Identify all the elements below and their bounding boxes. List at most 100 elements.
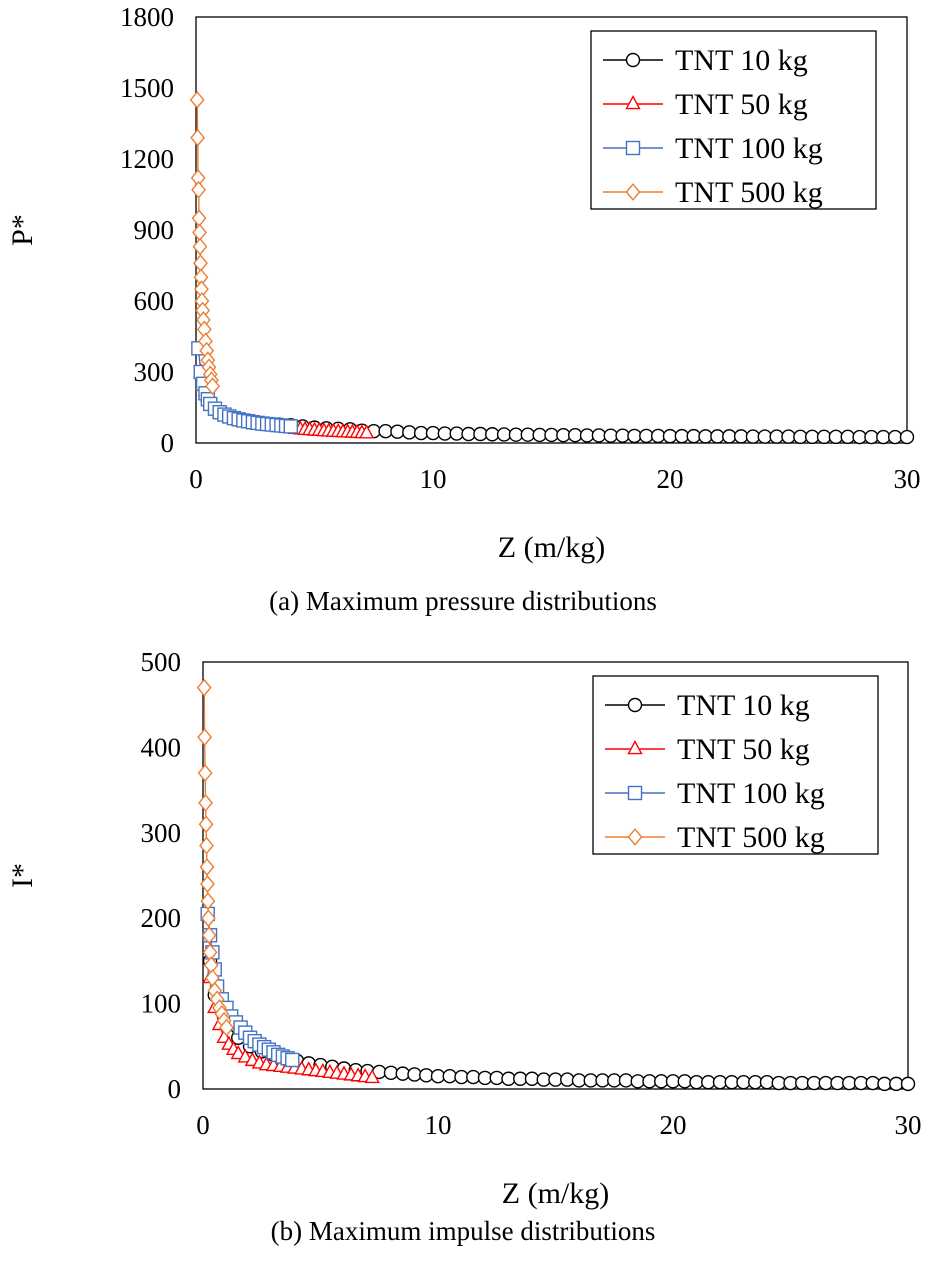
y-tick-label: 400 — [141, 732, 182, 762]
data-point — [889, 1076, 904, 1092]
data-point — [654, 1074, 669, 1089]
legend: TNT 10 kg TNT 50 kg TNT 100 kg TNT 500 kg — [592, 675, 879, 855]
data-point — [191, 209, 207, 228]
y-tick-label: 300 — [141, 818, 182, 848]
data-point — [200, 875, 215, 893]
data-point — [627, 428, 642, 444]
data-point — [192, 223, 207, 242]
data-point — [899, 429, 915, 445]
data-point — [571, 1073, 587, 1088]
x-axis-label: Z (m/kg) — [502, 1177, 609, 1210]
data-point — [556, 427, 571, 443]
data-point — [425, 425, 441, 441]
series-tnt-50-kg — [202, 969, 380, 1084]
chart-a: 0 300 600 900 1200 1500 1800 0 10 20 30 Z (m/kg) P* T… — [0, 0, 926, 630]
legend-marker — [627, 740, 643, 755]
data-point — [603, 428, 618, 443]
y-axis-label: P* — [6, 214, 39, 246]
data-point — [199, 836, 214, 855]
data-point — [865, 1075, 880, 1091]
data-point — [536, 1072, 551, 1087]
chart-b-svg: 0 100 200 300 400 500 0 10 20 30 Z (m/kg) I* TNT 10 … — [6, 647, 922, 1210]
y-tick-label: 600 — [134, 286, 175, 316]
data-point — [579, 428, 595, 443]
data-point — [197, 728, 213, 747]
x-tick-label: 10 — [425, 1110, 452, 1140]
data-point — [852, 429, 867, 445]
data-point — [501, 1071, 516, 1086]
data-point — [795, 1075, 810, 1091]
data-point — [828, 429, 844, 445]
data-point — [853, 1075, 869, 1091]
data-point — [677, 1074, 692, 1089]
data-point — [806, 1075, 822, 1091]
data-point — [192, 237, 208, 256]
data-point — [477, 1070, 493, 1086]
data-point — [686, 428, 701, 444]
data-point — [548, 1072, 563, 1087]
legend-entry: TNT 50 kg — [677, 733, 810, 766]
plot-area — [202, 661, 909, 1090]
data-point — [639, 428, 654, 444]
y-tick-label: 200 — [141, 903, 182, 933]
x-tick-label: 30 — [895, 1110, 922, 1140]
y-tick-label: 900 — [134, 215, 175, 245]
data-point — [508, 427, 524, 442]
series-tnt-500-kg — [196, 678, 234, 1037]
x-tick-label: 20 — [660, 1110, 687, 1140]
data-point — [724, 1074, 739, 1090]
x-tick-label: 20 — [657, 464, 684, 494]
data-point — [816, 429, 832, 445]
data-point — [524, 1071, 540, 1086]
data-point — [630, 1074, 645, 1089]
data-point — [201, 926, 217, 945]
data-point — [485, 427, 500, 442]
data-point — [595, 1073, 610, 1088]
data-point — [783, 1075, 798, 1091]
legend-marker — [625, 183, 641, 201]
data-point — [818, 1075, 833, 1091]
data-point — [650, 428, 666, 444]
data-point — [757, 429, 772, 444]
data-point — [199, 858, 215, 876]
legend-entry: TNT 100 kg — [675, 132, 823, 165]
legend-marker — [625, 140, 641, 156]
data-point — [689, 1074, 704, 1090]
data-point — [674, 428, 690, 444]
data-point — [189, 90, 205, 109]
data-point — [591, 428, 607, 443]
legend-entry: TNT 500 kg — [675, 176, 823, 209]
data-point — [618, 1073, 634, 1088]
legend-entry: TNT 100 kg — [677, 777, 825, 810]
data-point — [205, 377, 221, 396]
data-point — [513, 1071, 528, 1086]
data-point — [805, 429, 820, 445]
data-point — [736, 1074, 751, 1090]
data-point — [701, 1074, 716, 1090]
data-point — [219, 1018, 234, 1037]
data-point — [840, 429, 855, 445]
data-point — [583, 1073, 598, 1088]
data-point — [759, 1074, 775, 1090]
y-axis-label: I* — [6, 863, 39, 888]
data-point — [283, 419, 298, 434]
x-axis-label: Z (m/kg) — [498, 531, 605, 564]
data-point — [532, 427, 547, 443]
data-point — [390, 424, 405, 439]
x-tick-label: 0 — [189, 464, 203, 494]
data-point — [454, 1069, 469, 1085]
chart-b: 0 100 200 300 400 500 0 10 20 30 Z (m/kg) I* TNT 10 … — [0, 640, 926, 1266]
data-point — [430, 1068, 446, 1084]
y-tick-label: 1200 — [120, 144, 174, 174]
data-point — [642, 1074, 657, 1089]
data-point — [877, 1076, 892, 1092]
data-point — [769, 429, 784, 444]
data-point — [461, 426, 476, 442]
y-tick-label: 300 — [134, 357, 175, 387]
data-point — [842, 1075, 857, 1091]
legend-entry: TNT 500 kg — [677, 821, 825, 854]
y-tick-label: 1500 — [120, 73, 174, 103]
data-point — [712, 1074, 728, 1090]
data-point — [748, 1074, 763, 1090]
data-point — [771, 1075, 786, 1091]
